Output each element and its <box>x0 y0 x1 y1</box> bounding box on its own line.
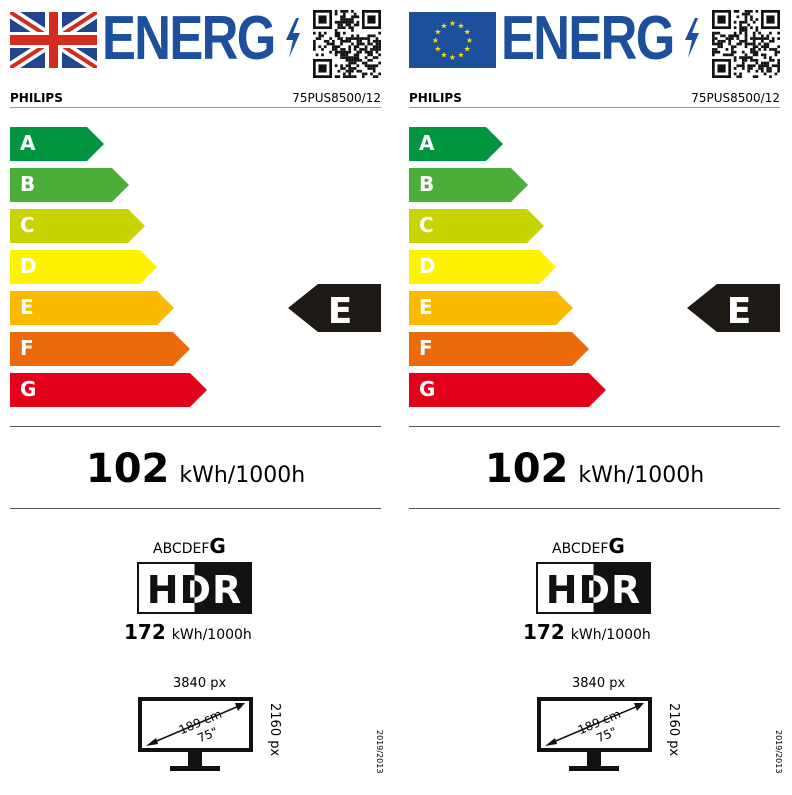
regulation-number: 2019/2013 <box>375 730 384 774</box>
energy-class-bar-b: B <box>10 168 129 202</box>
energy-class-bar-f: F <box>10 332 190 366</box>
rating-letter: E <box>727 291 752 332</box>
sdr-consumption: 102 kWh/1000h <box>409 446 780 492</box>
svg-text:★: ★ <box>434 28 441 37</box>
energy-class-bar-e: E <box>10 291 174 325</box>
energy-class-bar-f: F <box>409 332 589 366</box>
svg-text:★: ★ <box>466 36 473 45</box>
uk-flag <box>10 12 97 68</box>
energy-title: ENERG <box>102 4 276 73</box>
brand-name: PHILIPS <box>409 91 462 105</box>
hdr-scale: ABCDEFG <box>552 534 625 558</box>
sdr-value: 102 <box>85 446 170 492</box>
hdr-logo-text: HDR <box>538 568 649 612</box>
hdr-unit: kWh/1000h <box>171 627 252 643</box>
svg-text:★: ★ <box>464 45 471 54</box>
svg-text:★: ★ <box>440 21 447 30</box>
rating-letter: E <box>328 291 353 332</box>
energy-class-bar-d: D <box>10 250 157 284</box>
energy-class-bar-a: A <box>10 127 104 161</box>
class-letter: A <box>419 131 435 155</box>
energy-class-bar-c: C <box>10 209 145 243</box>
class-letter: B <box>419 172 435 196</box>
svg-text:★: ★ <box>464 28 471 37</box>
energy-label: ★ ★ ★ ★ ★ ★ ★ ★ ★ ★ ★ ★ ENERG PHILIPS 75PUS8500/12 … <box>409 0 790 795</box>
horizontal-resolution: 3840 px <box>572 676 626 691</box>
svg-text:★: ★ <box>434 45 441 54</box>
rating-arrow: E <box>687 284 780 332</box>
hdr-logo-text: HDR <box>139 568 250 612</box>
hdr-scale-range: ABCDEF <box>153 541 210 557</box>
class-letter: F <box>419 336 433 360</box>
energy-class-bar-e: E <box>409 291 573 325</box>
sdr-value: 102 <box>484 446 569 492</box>
hdr-class: G <box>209 534 226 558</box>
energy-class-bar-d: D <box>409 250 556 284</box>
class-letter: F <box>20 336 34 360</box>
sdr-consumption: 102 kWh/1000h <box>10 446 381 492</box>
svg-text:★: ★ <box>440 51 447 60</box>
class-letter: E <box>20 295 34 319</box>
hdr-logo: HDR <box>536 562 651 614</box>
energy-class-bar-b: B <box>409 168 528 202</box>
hdr-logo: HDR <box>137 562 252 614</box>
class-letter: G <box>419 377 436 401</box>
divider <box>409 508 780 509</box>
class-letter: E <box>419 295 433 319</box>
energy-class-bar-a: A <box>409 127 503 161</box>
hdr-value: 172 <box>124 620 166 644</box>
hdr-consumption: 172 kWh/1000h <box>523 620 651 644</box>
class-letter: C <box>419 213 434 237</box>
tv-icon: 189 cm 75" <box>537 697 652 771</box>
hdr-scale: ABCDEFG <box>153 534 226 558</box>
tv-icon: 189 cm 75" <box>138 697 253 771</box>
svg-text:★: ★ <box>457 21 464 30</box>
svg-text:★: ★ <box>432 36 439 45</box>
class-letter: D <box>419 254 436 278</box>
qr-code[interactable] <box>712 10 780 78</box>
energy-class-bar-g: G <box>10 373 207 407</box>
hdr-unit: kWh/1000h <box>570 627 651 643</box>
class-letter: G <box>20 377 37 401</box>
hdr-value: 172 <box>523 620 565 644</box>
sdr-unit: kWh/1000h <box>179 463 306 488</box>
qr-code[interactable] <box>313 10 381 78</box>
class-letter: A <box>20 131 36 155</box>
class-letter: B <box>20 172 36 196</box>
hdr-consumption: 172 kWh/1000h <box>124 620 252 644</box>
class-letter: C <box>20 213 35 237</box>
svg-text:★: ★ <box>449 19 456 28</box>
divider <box>409 426 780 427</box>
model-number: 75PUS8500/12 <box>292 91 381 105</box>
divider <box>10 508 381 509</box>
horizontal-resolution: 3840 px <box>173 676 227 691</box>
vertical-resolution: 2160 px <box>267 703 282 757</box>
eu-flag: ★★★★★★★★★ ★ ★★ <box>409 12 496 68</box>
energy-class-bar-c: C <box>409 209 544 243</box>
divider <box>10 107 381 108</box>
energy-class-bar-g: G <box>409 373 606 407</box>
hdr-scale-range: ABCDEF <box>552 541 609 557</box>
vertical-resolution: 2160 px <box>666 703 681 757</box>
hdr-class: G <box>608 534 625 558</box>
sdr-unit: kWh/1000h <box>578 463 705 488</box>
class-letter: D <box>20 254 37 278</box>
model-number: 75PUS8500/12 <box>691 91 780 105</box>
energy-title: ENERG <box>501 4 675 73</box>
divider <box>409 107 780 108</box>
brand-name: PHILIPS <box>10 91 63 105</box>
lightning-icon <box>286 18 300 58</box>
lightning-icon <box>685 18 699 58</box>
svg-text:★: ★ <box>457 51 464 60</box>
rating-arrow: E <box>288 284 381 332</box>
regulation-number: 2019/2013 <box>774 730 783 774</box>
svg-text:★: ★ <box>449 53 456 62</box>
divider <box>10 426 381 427</box>
